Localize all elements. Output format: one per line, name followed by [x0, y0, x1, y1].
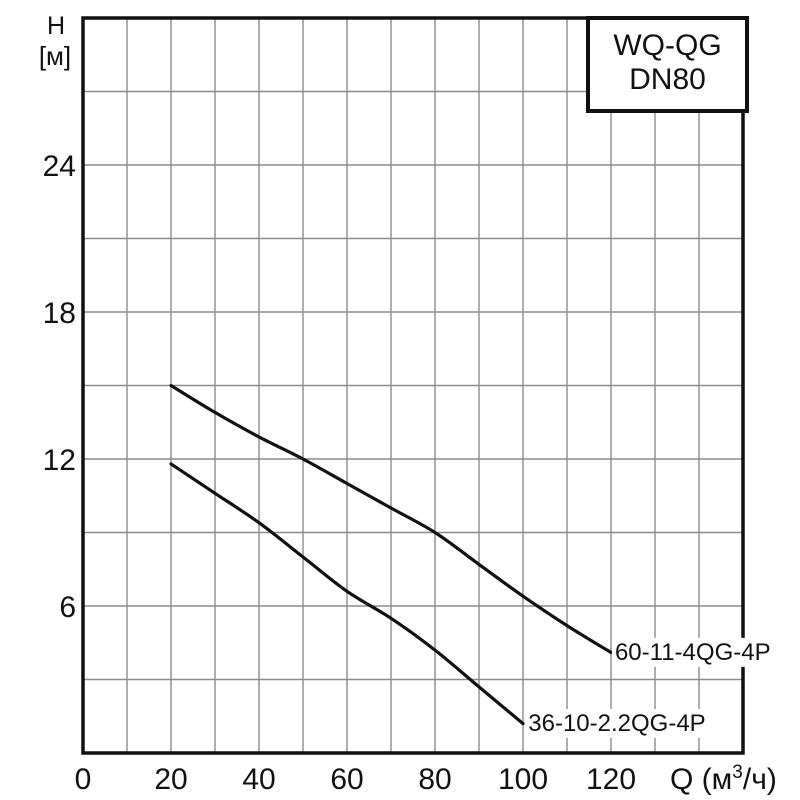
x-tick-label-20: 20	[154, 763, 187, 796]
y-tick-label-12: 12	[43, 444, 76, 477]
curve-36-10-2.2QG-4P	[169, 462, 525, 726]
y-axis-title-h: H	[47, 12, 65, 40]
y-tick-labels: 6 12 18 24	[43, 150, 76, 624]
grid	[83, 18, 743, 753]
y-tick-label-24: 24	[43, 150, 76, 183]
curve-label-60-11-4QG-4P: 60-11-4QG-4P	[615, 639, 771, 666]
curve-60-11-4QG-4P	[169, 383, 613, 655]
y-axis-title: H[м]	[39, 12, 71, 71]
curve-label-bg	[525, 708, 709, 738]
x-tick-label-120: 120	[586, 763, 636, 796]
title-line-2: DN80	[629, 63, 706, 96]
plot-frame	[81, 16, 745, 755]
curve-label-group: 36-10-2.2QG-4P	[525, 708, 709, 738]
x-tick-labels: 0 20 40 60 80 100 120	[75, 763, 636, 796]
y-tick-label-6: 6	[59, 591, 76, 624]
x-tick-label-100: 100	[498, 763, 548, 796]
x-tick-label-80: 80	[418, 763, 451, 796]
x-tick-label-0: 0	[75, 763, 92, 796]
title-box-frame	[586, 16, 749, 113]
x-axis-title: Q (м3/ч)	[670, 762, 777, 796]
title-line-1: WQ-QG	[613, 29, 721, 62]
x-tick-label-40: 40	[242, 763, 275, 796]
curve-label-group: 60-11-4QG-4P	[611, 637, 774, 667]
curve-label-bg	[611, 637, 774, 667]
y-tick-label-18: 18	[43, 297, 76, 330]
curve-label-36-10-2.2QG-4P: 36-10-2.2QG-4P	[528, 710, 705, 737]
x-tick-label-60: 60	[330, 763, 363, 796]
y-axis-title-unit: [м]	[39, 41, 71, 71]
